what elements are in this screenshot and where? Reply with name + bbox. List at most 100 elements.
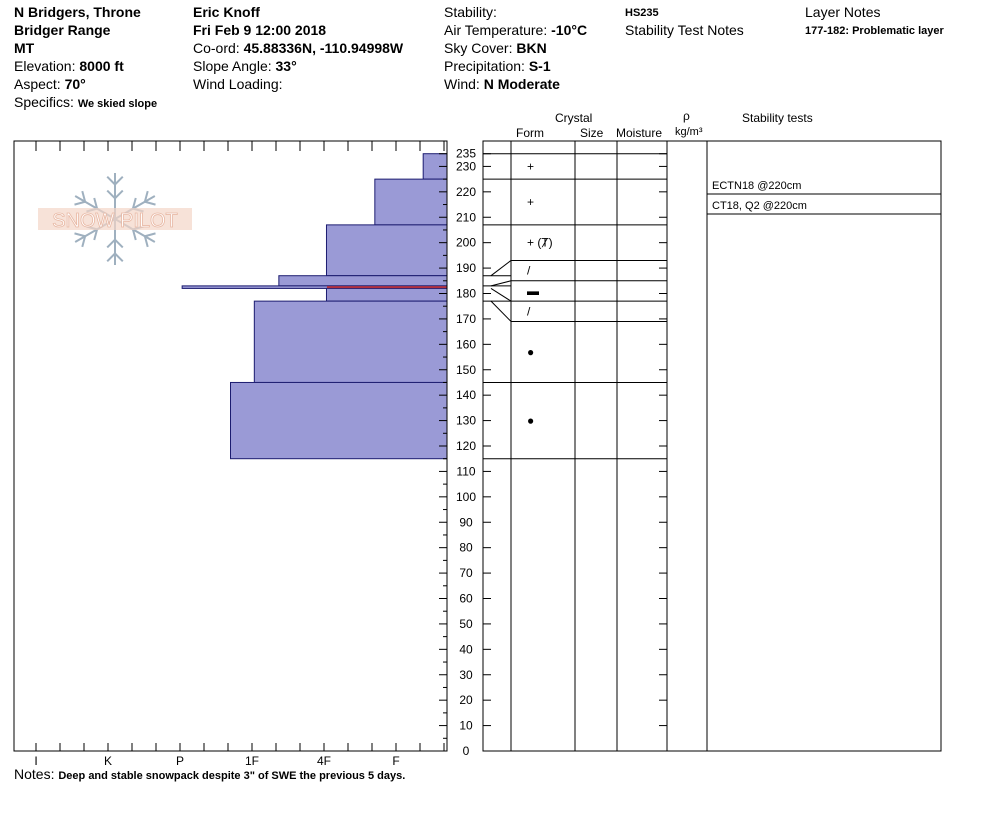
crystal-form-symbol: + <box>527 159 534 173</box>
height-tick-label: 230 <box>456 159 476 173</box>
wind-label: Wind: <box>444 76 480 92</box>
coord-value: 45.88336N, -110.94998W <box>243 40 404 56</box>
height-tick-label: 120 <box>456 439 476 453</box>
notes: Notes: Deep and stable snowpack despite … <box>14 765 405 785</box>
crystal-form-symbols: + + + (Ⱦ) / ▬ / ● ● <box>527 159 553 427</box>
stability-test-notes-label: Stability Test Notes <box>625 22 744 38</box>
height-tick-label: 20 <box>459 693 473 707</box>
layer-note: 177-182: Problematic layer <box>805 25 944 37</box>
rho-header: ρ <box>683 109 690 123</box>
height-tick-label: 220 <box>456 185 476 199</box>
layer-connector <box>490 287 512 302</box>
stability-tests-header: Stability tests <box>742 111 813 125</box>
hs-value: HS235 <box>625 7 659 19</box>
state-name: MT <box>14 40 35 56</box>
precipitation: Precipitation: S-1 <box>444 57 551 75</box>
wind: Wind: N Moderate <box>444 75 560 93</box>
snowflake-branch <box>74 200 86 206</box>
snowflake-branch <box>106 252 116 262</box>
height-tick-label: 60 <box>459 592 473 606</box>
hardness-bars <box>181 153 448 460</box>
size-header: Size <box>580 126 604 140</box>
snowflake-branch <box>114 176 124 186</box>
snowflake-branch <box>106 189 116 200</box>
hardness-tick-label: I <box>34 754 37 768</box>
air-temperature: Air Temperature: -10°C <box>444 21 587 39</box>
layer-connector <box>490 260 512 277</box>
notes-label: Notes: <box>14 766 55 782</box>
hardness-bar <box>278 275 448 287</box>
aspect-label: Aspect: <box>14 76 61 92</box>
logo-text: SNOW PILOT <box>52 210 178 232</box>
height-tick-label: 70 <box>459 566 473 580</box>
height-tick-label: 200 <box>456 236 476 250</box>
height-tick-label: 100 <box>456 490 476 504</box>
elevation-label: Elevation: <box>14 58 76 74</box>
height-tick-label: 10 <box>459 719 473 733</box>
snowflake-branch <box>144 200 156 206</box>
specifics-label: Specifics: <box>14 94 74 110</box>
height-tick-label: 210 <box>456 210 476 224</box>
height-tick-label: 180 <box>456 287 476 301</box>
hardness-bar <box>374 178 448 226</box>
snowflake-branch <box>106 238 116 249</box>
height-tick-label: 190 <box>456 261 476 275</box>
height-tick-label: 235 <box>456 147 476 161</box>
hardness-bar <box>230 381 448 460</box>
sky-cover: Sky Cover: BKN <box>444 39 547 57</box>
height-axis: 0 10 20 30 40 50 60 70 80 90 100 110 120 130 140 150 160… <box>439 141 667 758</box>
range-name: Bridger Range <box>14 22 111 38</box>
crystal-form-symbol: / <box>527 264 531 278</box>
height-tick-label: 50 <box>459 617 473 631</box>
crystal-form-symbol: ▬ <box>527 284 539 298</box>
height-tick-label: 160 <box>456 337 476 351</box>
observation-datetime: Fri Feb 9 12:00 2018 <box>193 22 327 38</box>
height-tick-label: 80 <box>459 541 473 555</box>
height-tick-label: 110 <box>456 464 475 478</box>
stability-tests-list: ECTN18 @220cm CT18, Q2 @220cm <box>712 180 807 212</box>
sky-label: Sky Cover: <box>444 40 513 56</box>
snowflake-branch <box>131 197 137 209</box>
height-tick-label: 90 <box>459 515 473 529</box>
snowflake-branch <box>143 190 149 203</box>
layer-connector <box>490 300 512 322</box>
slope-value: 33° <box>275 58 297 74</box>
snowflake-branch <box>144 232 156 238</box>
snowflake-branch <box>93 229 99 241</box>
snowflake-branch <box>81 190 87 203</box>
layer-connector <box>490 280 512 287</box>
hardness-tick-label: 4F <box>317 754 331 768</box>
snowpilot-logo: SNOW PILOT <box>38 173 192 265</box>
stability-test-entry: CT18, Q2 @220cm <box>712 200 807 212</box>
crystal-form-symbol: + (Ⱦ) <box>527 236 553 250</box>
height-tick-label: 140 <box>456 388 476 402</box>
elevation-value: 8000 ft <box>79 58 124 74</box>
hardness-tick-label: 1F <box>245 754 259 768</box>
snowflake-branch <box>81 235 87 248</box>
height-tick-label: 170 <box>456 312 476 326</box>
logo-band <box>38 208 192 230</box>
hardness-bar <box>325 287 448 302</box>
moisture-header: Moisture <box>616 126 663 140</box>
crystal-form-symbol: / <box>527 304 531 318</box>
height-tick-label: 0 <box>463 744 470 758</box>
snowflake-branch <box>114 252 124 262</box>
slope-label: Slope Angle: <box>193 58 272 74</box>
specifics-value: We skied slope <box>77 98 158 110</box>
air-temp-label: Air Temperature: <box>444 22 548 38</box>
coord-label: Co-ord: <box>193 40 240 56</box>
aspect: Aspect: 70° <box>14 75 86 93</box>
height-tick-label: 40 <box>459 642 473 656</box>
crystal-form-symbol: + <box>527 195 534 209</box>
snowflake-branch <box>74 232 86 238</box>
hardness-tick-label: P <box>176 754 184 768</box>
location-name: N Bridgers, Throne <box>14 4 141 20</box>
wind-loading-label: Wind Loading: <box>193 76 283 92</box>
layer-table <box>482 140 942 752</box>
hardness-axis: I K P 1F 4F F <box>34 754 399 768</box>
elevation: Elevation: 8000 ft <box>14 57 124 75</box>
stability-test-entry: ECTN18 @220cm <box>712 180 801 192</box>
height-tick-label: 30 <box>459 668 473 682</box>
precip-label: Precipitation: <box>444 58 525 74</box>
